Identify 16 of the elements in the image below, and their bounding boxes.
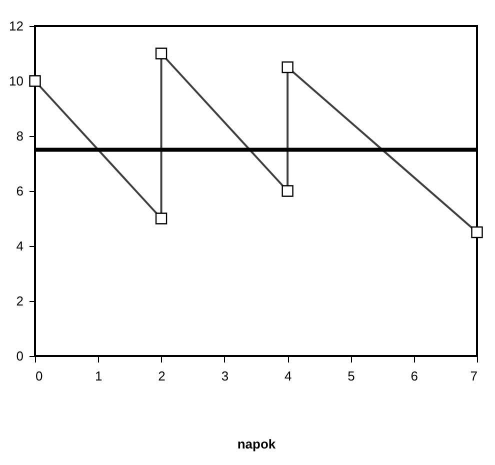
x-tick-label: 2	[158, 368, 166, 384]
y-tick-label: 2	[16, 294, 24, 308]
x-tick-label: 1	[95, 368, 102, 384]
y-tick-label: 6	[16, 184, 24, 198]
x-tick-label: 6	[410, 368, 418, 384]
y-tick-label: 10	[9, 74, 24, 88]
x-tick-label: 7	[470, 368, 478, 384]
y-tick-label: 0	[16, 348, 24, 364]
x-tick-label: 4	[284, 368, 292, 384]
y-tick-label: 12	[9, 18, 24, 34]
x-tick-label: 5	[348, 368, 355, 384]
y-tick-label: 8	[16, 128, 24, 144]
x-tick-label: 3	[221, 368, 229, 384]
x-axis-title: napok	[237, 436, 276, 452]
y-tick-label: 4	[16, 238, 24, 254]
x-tick-label: 0	[36, 368, 43, 384]
